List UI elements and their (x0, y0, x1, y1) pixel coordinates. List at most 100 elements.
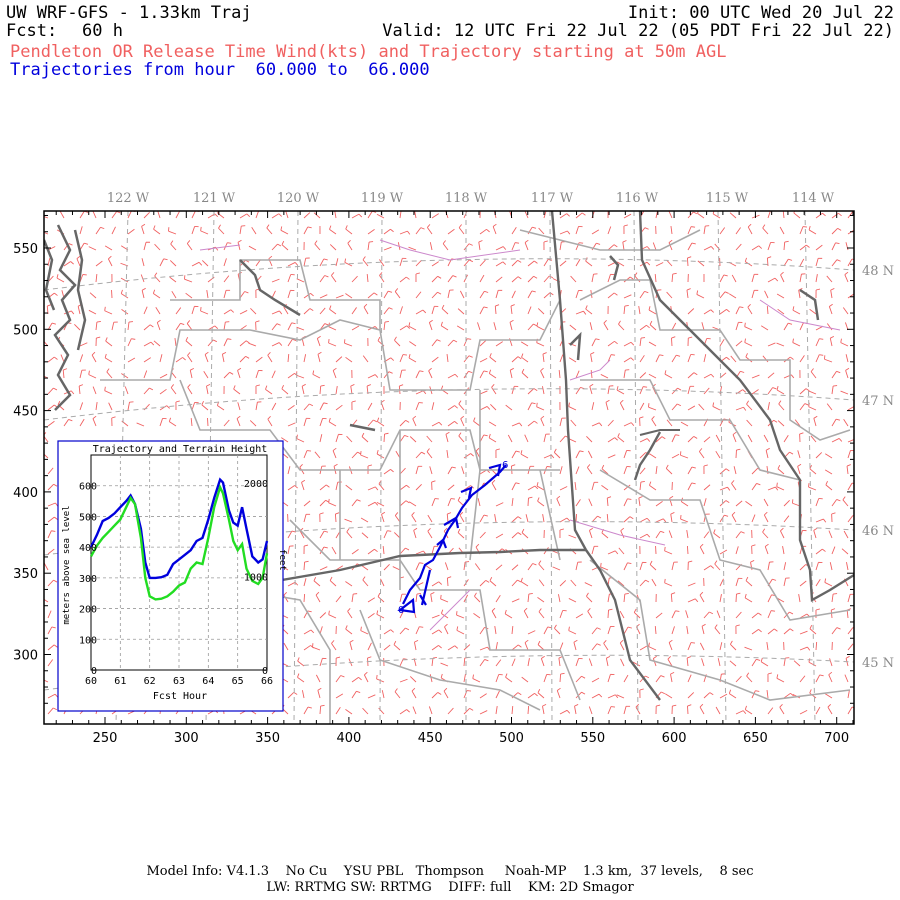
wind-barb (509, 322, 513, 331)
wind-barb (782, 546, 785, 555)
wind-barb (383, 644, 391, 651)
wind-barb (367, 292, 375, 299)
wind-barb (319, 385, 322, 395)
wind-barb (767, 594, 772, 603)
wind-barb-flag (376, 449, 379, 455)
wind-barb (587, 611, 593, 619)
wind-barb (623, 213, 632, 219)
wind-barb (746, 403, 753, 411)
wind-barb (634, 275, 641, 283)
wind-barb-flag (187, 384, 191, 388)
wind-barb (776, 486, 785, 491)
wind-barb-flag (222, 351, 227, 355)
wind-barb (303, 418, 307, 427)
wind-barb-flag (788, 322, 793, 325)
wind-barb-flag (600, 562, 602, 567)
wind-barb-flag (358, 213, 363, 218)
wind-barb (491, 610, 497, 619)
wind-barb (783, 241, 786, 251)
wind-barb (783, 578, 787, 587)
wind-barb (367, 597, 376, 603)
wind-barb-flag (688, 336, 693, 339)
wind-barb (383, 629, 391, 635)
wind-barb (766, 257, 769, 267)
wind-barb-flag (313, 576, 317, 581)
wind-barb (415, 594, 418, 603)
wind-barb (553, 452, 561, 459)
wind-barb-flag (141, 287, 146, 291)
wind-barb (319, 484, 327, 491)
wind-barb-flag (743, 407, 747, 411)
wind-barb-flag (149, 324, 154, 328)
wind-barb (399, 230, 408, 235)
wind-barb (319, 705, 322, 715)
wind-barb (745, 501, 753, 507)
model-title: UW WRF-GFS - 1.33km Traj (6, 3, 252, 23)
wind-barb-flag (51, 530, 56, 532)
wind-barb (713, 532, 721, 539)
wind-barb (666, 419, 673, 427)
wind-barb (591, 677, 600, 683)
wind-barb (267, 355, 273, 363)
wind-barb (297, 660, 305, 667)
wind-barb (845, 322, 849, 331)
wind-barb (589, 386, 593, 395)
wind-barb (762, 355, 769, 363)
wind-barb (296, 278, 305, 283)
wind-barb (143, 211, 150, 219)
wind-barb (570, 579, 577, 587)
wind-barb-flag (53, 387, 58, 391)
wind-barb (415, 451, 422, 459)
wind-barb (540, 370, 545, 379)
wind-barb-flag (440, 594, 442, 599)
wind-barb (47, 548, 55, 555)
wind-barb-flag (307, 226, 312, 229)
inset-right-axis-label: feet (277, 549, 287, 571)
wind-barb (447, 275, 454, 283)
wind-barb-flag (687, 256, 692, 259)
map-subtitle: Pendleton OR Release Time Wind(kts) and … (10, 42, 727, 62)
wind-barb-flag (566, 213, 570, 217)
wind-barb (319, 258, 325, 267)
wind-barb (47, 356, 55, 363)
wind-barb (623, 422, 632, 427)
wind-barb (843, 419, 849, 427)
wind-barb (590, 369, 593, 379)
wind-barb-flag (68, 419, 73, 422)
wind-barb (783, 435, 789, 443)
wind-barb (735, 546, 739, 555)
wind-barb-flag (437, 291, 442, 295)
wind-barb (783, 628, 791, 635)
wind-barb (431, 213, 439, 219)
wind-barb (699, 594, 705, 603)
wind-barb-flag (429, 319, 433, 323)
wind-barb (543, 434, 547, 443)
wind-barb-flag (838, 212, 842, 217)
wind-barb (237, 242, 241, 251)
wind-barb-flag (515, 450, 520, 453)
wind-barb-flag (394, 512, 399, 516)
wind-barb (60, 354, 65, 363)
wind-barb (250, 307, 257, 315)
wind-barb-flag (53, 483, 58, 487)
wind-barb (399, 354, 404, 363)
wind-barb (492, 226, 497, 235)
wind-barb (607, 274, 611, 283)
wind-barb-flag (186, 240, 191, 244)
wind-barb (776, 677, 785, 683)
wind-barb-flag (831, 608, 836, 611)
wind-barb-flag (440, 321, 443, 326)
wind-barb (347, 242, 353, 251)
wind-barb (799, 630, 808, 635)
wind-barb-flag (855, 230, 858, 233)
wind-barb (74, 324, 81, 331)
wind-barb (319, 402, 325, 411)
wind-barb (554, 627, 561, 635)
wind-barb (511, 260, 518, 267)
wind-barb (287, 353, 290, 363)
wind-barb (575, 513, 578, 523)
wind-barb-flag (676, 354, 681, 357)
wind-barb (312, 646, 321, 651)
wind-barb-flag (587, 608, 591, 612)
wind-barb (639, 645, 648, 651)
